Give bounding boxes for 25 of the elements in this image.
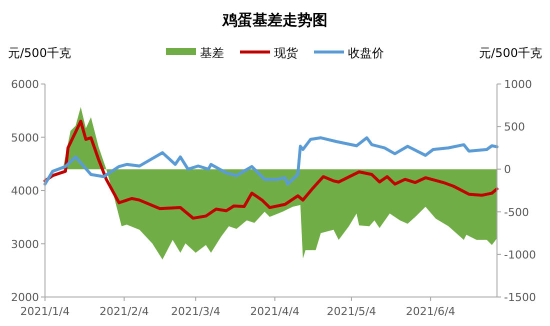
x-tick-label: 2021/2/4 — [99, 305, 149, 318]
y2-tick-label: -500 — [504, 206, 529, 219]
legend-label: 现货 — [274, 46, 298, 60]
y-tick-label: 2000 — [11, 291, 39, 304]
x-tick-label: 2021/4/4 — [250, 305, 300, 318]
y-tick-label: 4000 — [11, 184, 39, 198]
x-tick-label: 2021/6/4 — [406, 305, 456, 318]
y2-tick-label: 500 — [504, 120, 525, 134]
y2-tick-label: 1000 — [504, 78, 532, 91]
y2-axis-title: 元/500千克 — [479, 46, 542, 60]
y2-tick-label: -1500 — [504, 291, 536, 304]
y-tick-label: 6000 — [11, 78, 39, 91]
y2-tick-label: -1000 — [504, 248, 536, 262]
x-tick-label: 2021/5/4 — [326, 305, 376, 318]
x-tick-label: 2021/1/4 — [20, 305, 70, 318]
x-tick-label: 2021/3/4 — [170, 305, 220, 318]
chart-title: 鸡蛋基差走势图 — [222, 11, 328, 29]
legend-label: 基差 — [200, 46, 224, 60]
line-series — [44, 136, 498, 186]
legend-label: 收盘价 — [348, 46, 384, 60]
y-tick-label: 3000 — [11, 238, 39, 251]
y-tick-label: 5000 — [11, 131, 39, 144]
y2-tick-label: 0 — [504, 163, 511, 176]
line-series — [44, 120, 498, 220]
y-axis-title: 元/500千克 — [8, 46, 71, 60]
